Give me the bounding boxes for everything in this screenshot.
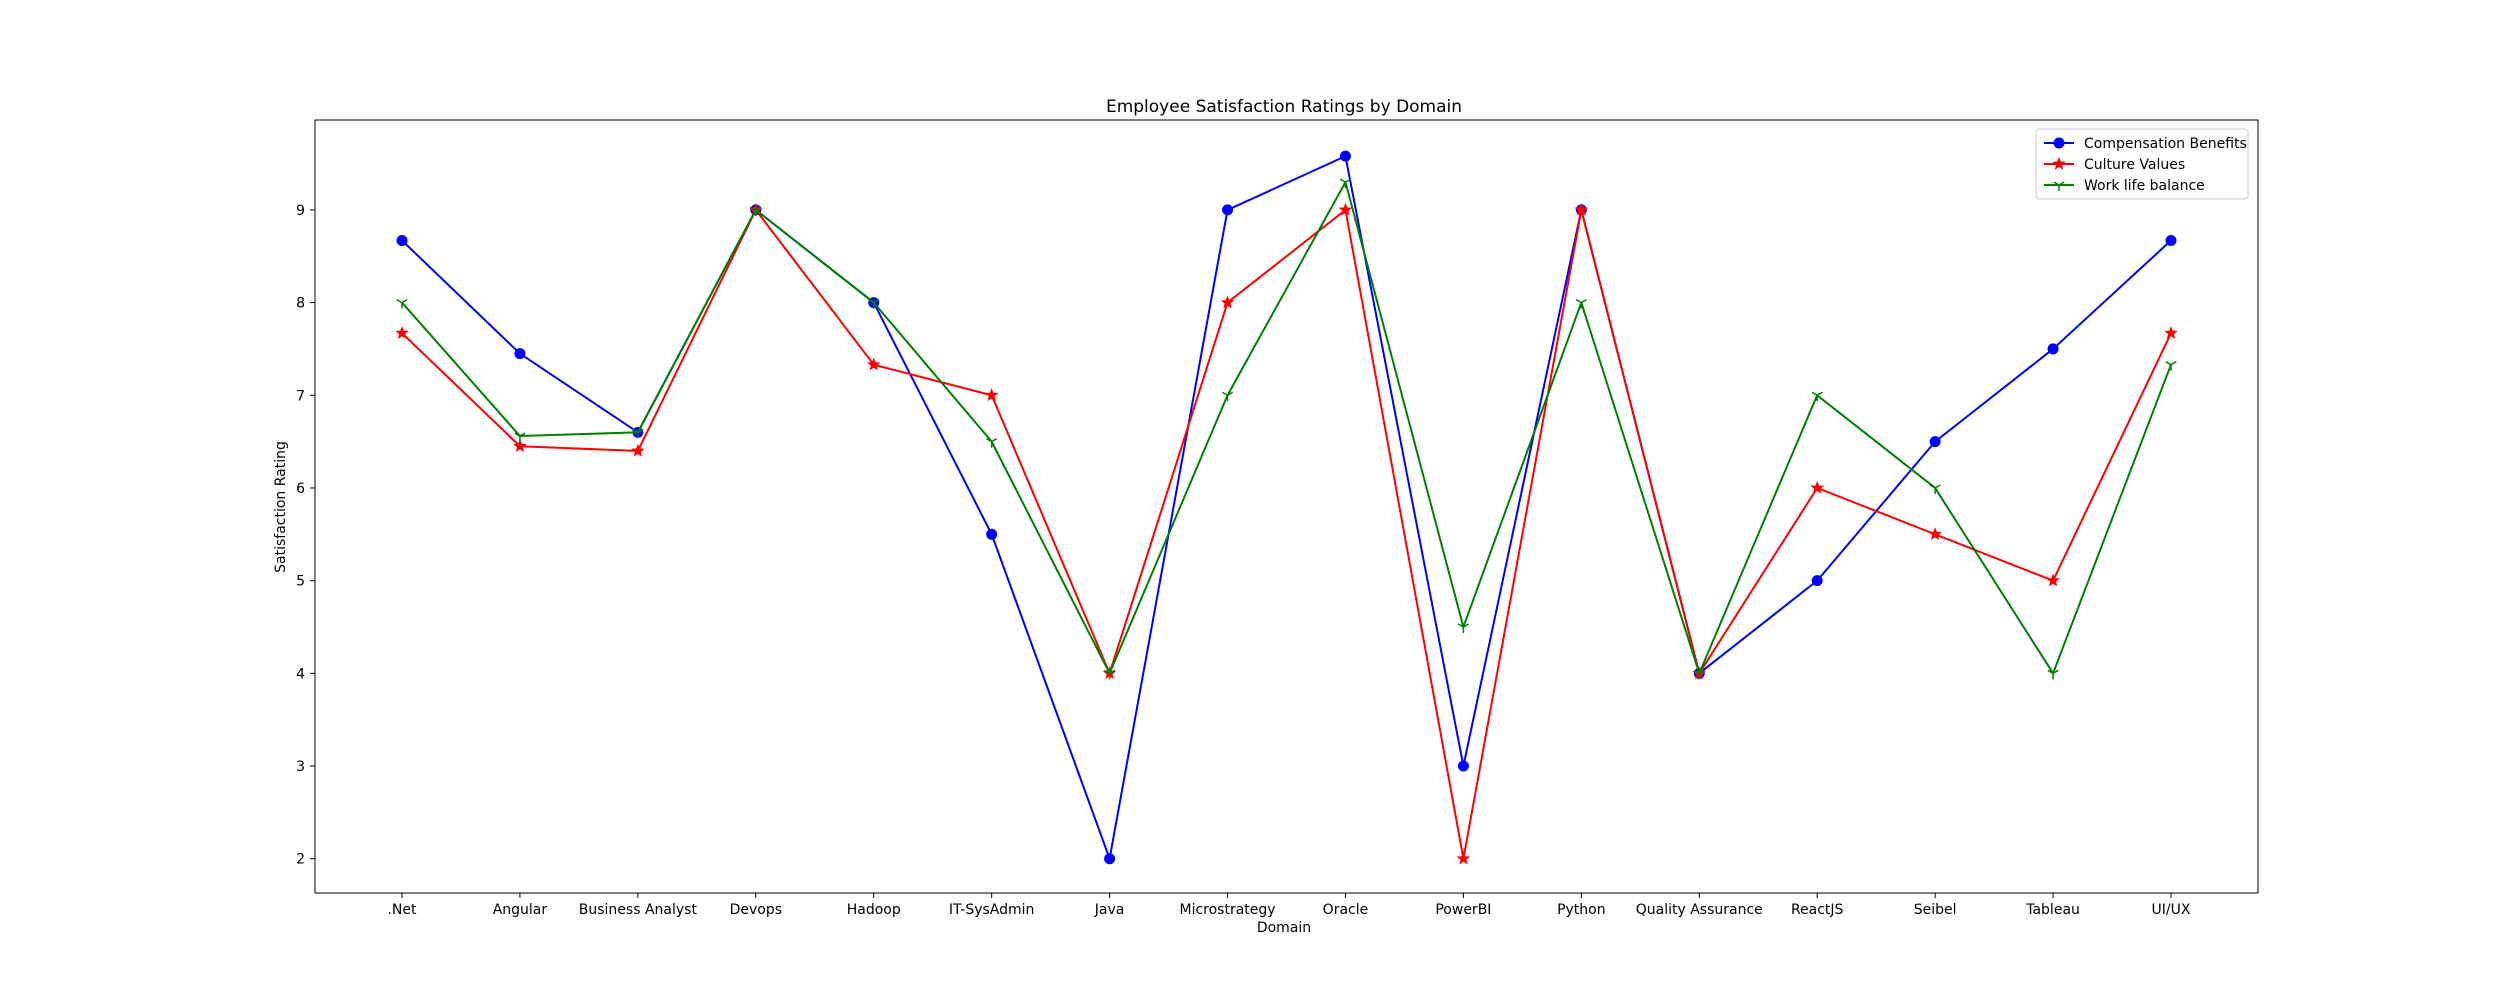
x-tick-label: UI/UX	[2152, 902, 2191, 918]
series-line	[401, 181, 2172, 675]
data-point	[2165, 361, 2177, 371]
data-point	[1220, 295, 1235, 309]
plot-area	[315, 120, 2258, 893]
data-point	[395, 326, 409, 339]
data-point	[1339, 178, 1352, 189]
legend-item: Compensation Benefits	[2044, 136, 2247, 152]
y-tick-label: 2	[296, 852, 305, 868]
x-tick-label: Microstrategy	[1179, 902, 1275, 918]
x-tick-label: Java	[1094, 902, 1125, 918]
data-point	[1104, 669, 1116, 680]
data-point	[866, 357, 881, 371]
x-tick-label: PowerBI	[1435, 902, 1491, 918]
y-tick-label: 8	[296, 296, 305, 312]
y-tick-label: 3	[296, 759, 305, 775]
plot-background	[315, 120, 2258, 893]
data-point	[1457, 623, 1469, 633]
legend: Compensation Benefits Culture Values Work …	[2035, 128, 2249, 200]
data-point	[750, 206, 762, 216]
x-tick-label: Business Analyst	[579, 902, 698, 918]
data-point	[514, 348, 526, 360]
x-tick-label: Oracle	[1323, 902, 1369, 918]
y-axis-label: Satisfaction Rating	[273, 441, 289, 573]
x-tick-label: Seibel	[1914, 902, 1957, 918]
legend-label: Work life balance	[2084, 178, 2205, 194]
data-point	[1810, 480, 1824, 494]
data-point	[2053, 137, 2065, 149]
data-point	[396, 234, 408, 246]
series-layer	[395, 150, 2178, 865]
y-tick-label: 5	[296, 574, 305, 590]
data-point	[1456, 851, 1471, 865]
x-axis-label: Domain	[1257, 920, 1311, 936]
data-point	[2046, 573, 2060, 587]
data-point	[2052, 156, 2066, 170]
y-tick-label: 4	[296, 666, 305, 682]
data-point	[2053, 181, 2065, 191]
data-point	[1339, 150, 1351, 162]
data-point	[2047, 343, 2059, 355]
x-tick-label: .Net	[387, 902, 417, 918]
x-tick-label: Python	[1557, 902, 1606, 918]
data-point	[1929, 436, 1941, 448]
data-point	[1575, 298, 1587, 309]
series-2	[396, 178, 2177, 680]
y-tick-label: 7	[296, 388, 305, 404]
legend-label: Compensation Benefits	[2084, 136, 2247, 152]
data-point	[1104, 853, 1116, 865]
data-point	[1221, 391, 1234, 402]
data-point	[1574, 202, 1589, 216]
data-point	[632, 428, 644, 439]
data-point	[514, 432, 526, 443]
x-tick-label: Angular	[493, 902, 548, 918]
x-tick-label: Devops	[730, 902, 782, 918]
data-point	[868, 298, 880, 309]
plot-frame	[314, 119, 2259, 894]
data-point	[1338, 202, 1353, 216]
data-point	[986, 437, 998, 448]
data-point	[2047, 669, 2059, 680]
x-tick-label: Tableau	[2025, 902, 2080, 918]
legend-item: Work life balance	[2044, 178, 2205, 194]
x-axis: .Net Angular Business Analyst Devops Hadoop I…	[387, 893, 2191, 918]
data-point	[1222, 204, 1234, 216]
data-point	[1928, 527, 1942, 541]
chart-title: Employee Satisfaction Ratings by Domain	[1106, 97, 1462, 117]
data-point	[984, 388, 999, 402]
legend-label: Culture Values	[2084, 157, 2185, 173]
legend-box	[2035, 128, 2249, 200]
x-tick-label: IT-SysAdmin	[949, 902, 1035, 918]
y-axis: 2 3 4 5 6 7 8 9	[296, 203, 315, 868]
y-tick-label: 6	[296, 481, 305, 497]
data-point	[631, 443, 645, 457]
plot-border	[314, 119, 2259, 894]
data-point	[1929, 484, 1941, 494]
series-1	[395, 202, 2178, 865]
x-tick-label: Hadoop	[847, 902, 901, 918]
data-point	[2164, 326, 2178, 339]
data-point	[513, 439, 527, 452]
data-point	[986, 528, 998, 540]
data-point	[396, 298, 408, 309]
x-tick-label: ReactJS	[1791, 902, 1844, 918]
data-point	[2165, 234, 2177, 246]
data-point	[1693, 669, 1705, 680]
series-line	[401, 208, 2172, 860]
data-point	[1811, 391, 1823, 402]
x-tick-label: Quality Assurance	[1636, 902, 1763, 918]
legend-item: Culture Values	[2044, 156, 2185, 173]
data-point	[1811, 575, 1823, 587]
y-tick-label: 9	[296, 203, 305, 219]
data-point	[1457, 760, 1469, 772]
